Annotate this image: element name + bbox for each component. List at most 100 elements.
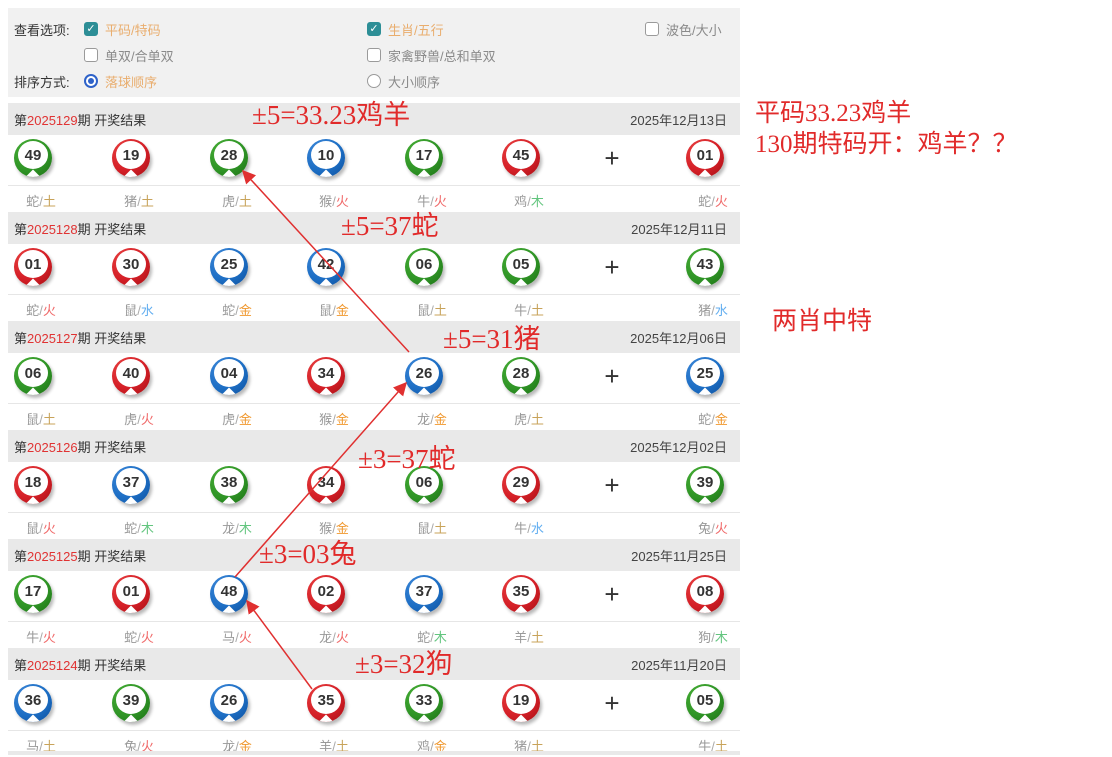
lottery-ball: 28	[210, 139, 248, 177]
checkbox-shengxiao-wuxing[interactable]: ✓ 生肖/五行	[367, 20, 444, 38]
checkbox-label[interactable]: 单双/合单双	[105, 48, 174, 64]
checkbox-label[interactable]: 家禽野兽/总和单双	[388, 48, 496, 64]
draw-period: 第2025125期 开奖结果	[14, 548, 147, 564]
lottery-ball: 45	[502, 139, 540, 177]
special-ball: 08	[686, 575, 724, 613]
label-row: 蛇/火 鼠/水 蛇/金 鼠/金 鼠/土 牛/土 猪/水	[8, 294, 740, 321]
checkbox-label[interactable]: 波色/大小	[666, 22, 722, 38]
zodiac-element-label: 蛇/火	[124, 630, 154, 645]
lottery-ball: 19	[112, 139, 150, 177]
zodiac-element-label: 猪/土	[124, 194, 154, 209]
checkbox-label[interactable]: 平码/特码	[105, 22, 161, 38]
plus-separator: +	[604, 469, 620, 500]
zodiac-element-label: 猴/火	[319, 194, 349, 209]
plus-separator: +	[604, 360, 620, 391]
ball-number: 34	[311, 359, 341, 387]
view-options-label: 查看选项:	[14, 20, 70, 38]
ball-number: 25	[690, 359, 720, 387]
zodiac-element-label: 鼠/火	[26, 521, 56, 536]
radio-label[interactable]: 落球顺序	[105, 74, 158, 90]
checkbox-checked-icon[interactable]: ✓	[367, 22, 381, 36]
lottery-ball: 35	[307, 684, 345, 722]
zodiac-element-label: 狗/木	[698, 630, 728, 645]
draw-period: 第2025127期 开奖结果	[14, 330, 147, 346]
lottery-ball: 49	[14, 139, 52, 177]
radio-luoqiu-order[interactable]: 落球顺序	[84, 72, 157, 90]
zodiac-element-label: 牛/火	[417, 194, 447, 209]
checkbox-jiaqin-yeshou[interactable]: 家禽野兽/总和单双	[367, 46, 496, 64]
handwritten-annotation: ±3=03兔	[259, 539, 357, 569]
ball-number: 26	[409, 359, 439, 387]
checkbox-checked-icon[interactable]: ✓	[84, 22, 98, 36]
zodiac-element-label: 蛇/火	[698, 194, 728, 209]
lottery-ball: 29	[502, 466, 540, 504]
zodiac-element-label: 鼠/土	[417, 521, 447, 536]
lottery-ball: 33	[405, 684, 443, 722]
lottery-ball: 06	[14, 357, 52, 395]
ball-number: 19	[506, 686, 536, 714]
ball-number: 39	[690, 468, 720, 496]
lottery-ball: 18	[14, 466, 52, 504]
checkbox-unchecked-icon[interactable]	[367, 48, 381, 62]
special-ball: 05	[686, 684, 724, 722]
lottery-ball: 01	[14, 248, 52, 286]
radio-label[interactable]: 大小顺序	[388, 74, 441, 90]
label-row: 鼠/土 虎/火 虎/金 猴/金 龙/金 虎/土 蛇/金	[8, 403, 740, 430]
zodiac-element-label: 马/土	[26, 739, 56, 754]
zodiac-element-label: 猪/水	[698, 303, 728, 318]
checkbox-label[interactable]: 生肖/五行	[388, 22, 444, 38]
zodiac-element-label: 牛/土	[514, 303, 544, 318]
zodiac-element-label: 鸡/金	[417, 739, 447, 754]
ball-number: 18	[18, 468, 48, 496]
ball-number: 28	[214, 141, 244, 169]
zodiac-element-label: 牛/土	[698, 739, 728, 754]
ball-number: 05	[690, 686, 720, 714]
lottery-ball: 30	[112, 248, 150, 286]
checkbox-unchecked-icon[interactable]	[645, 22, 659, 36]
ball-number: 35	[506, 577, 536, 605]
ball-number: 33	[409, 686, 439, 714]
ball-number: 06	[409, 468, 439, 496]
lottery-ball: 37	[112, 466, 150, 504]
checkbox-pingma-tema[interactable]: ✓ 平码/特码	[84, 20, 161, 38]
lottery-ball: 05	[502, 248, 540, 286]
ball-number: 25	[214, 250, 244, 278]
handwritten-annotation: ±5=33.23鸡羊	[252, 100, 411, 130]
zodiac-element-label: 牛/火	[26, 630, 56, 645]
label-row: 马/土 兔/火 龙/金 羊/土 鸡/金 猪/土 牛/土	[8, 730, 740, 757]
draw-header: 第2025125期 开奖结果 2025年11月25日	[8, 539, 740, 571]
draw-block: 第2025128期 开奖结果 2025年12月11日 01 30 25 42 06 05 +…	[0, 212, 740, 321]
lottery-ball: 38	[210, 466, 248, 504]
radio-daxiao-order[interactable]: 大小顺序	[367, 72, 440, 90]
zodiac-element-label: 猴/金	[319, 521, 349, 536]
draw-period: 第2025126期 开奖结果	[14, 439, 147, 455]
lottery-ball: 17	[405, 139, 443, 177]
zodiac-element-label: 龙/木	[222, 521, 252, 536]
draw-period: 第2025128期 开奖结果	[14, 221, 147, 237]
lottery-ball: 06	[405, 466, 443, 504]
checkbox-unchecked-icon[interactable]	[84, 48, 98, 62]
lottery-ball: 26	[210, 684, 248, 722]
ball-number: 17	[409, 141, 439, 169]
zodiac-element-label: 鼠/土	[417, 303, 447, 318]
ball-number: 35	[311, 686, 341, 714]
checkbox-bose-daxiao[interactable]: 波色/大小	[645, 20, 722, 38]
lottery-ball: 01	[112, 575, 150, 613]
ball-number: 17	[18, 577, 48, 605]
lottery-ball: 26	[405, 357, 443, 395]
draw-block: 第2025125期 开奖结果 2025年11月25日 17 01 48 02 37 35 +…	[0, 539, 740, 648]
ball-number: 01	[18, 250, 48, 278]
ball-number: 29	[506, 468, 536, 496]
ball-number: 43	[690, 250, 720, 278]
draw-date: 2025年12月11日	[631, 221, 727, 237]
lottery-ball: 02	[307, 575, 345, 613]
label-row: 牛/火 蛇/火 马/火 龙/火 蛇/木 羊/土 狗/木	[8, 621, 740, 648]
handwritten-annotation: ±3=37蛇	[358, 444, 456, 474]
label-row: 蛇/土 猪/土 虎/土 猴/火 牛/火 鸡/木 蛇/火	[8, 185, 740, 212]
checkbox-danshuang-hedanshuang[interactable]: 单双/合单双	[84, 46, 174, 64]
zodiac-element-label: 牛/水	[514, 521, 544, 536]
radio-selected-icon[interactable]	[84, 74, 98, 88]
ball-number: 37	[409, 577, 439, 605]
ball-number: 06	[18, 359, 48, 387]
radio-unselected-icon[interactable]	[367, 74, 381, 88]
